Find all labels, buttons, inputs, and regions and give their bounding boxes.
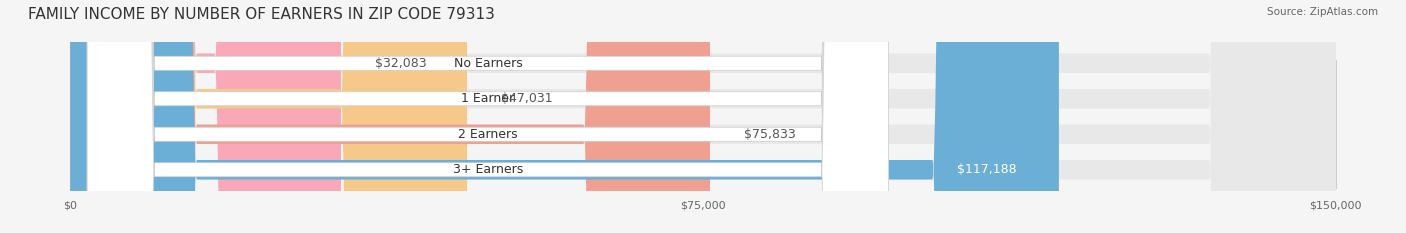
Text: 2 Earners: 2 Earners (458, 128, 517, 141)
Text: $75,833: $75,833 (744, 128, 796, 141)
Text: FAMILY INCOME BY NUMBER OF EARNERS IN ZIP CODE 79313: FAMILY INCOME BY NUMBER OF EARNERS IN ZI… (28, 7, 495, 22)
Text: $32,083: $32,083 (374, 57, 426, 70)
FancyBboxPatch shape (87, 0, 889, 233)
FancyBboxPatch shape (70, 0, 1336, 233)
FancyBboxPatch shape (70, 0, 1336, 233)
Text: No Earners: No Earners (454, 57, 522, 70)
FancyBboxPatch shape (70, 0, 340, 233)
FancyBboxPatch shape (87, 0, 889, 233)
Text: 1 Earner: 1 Earner (461, 92, 515, 105)
Text: $47,031: $47,031 (501, 92, 553, 105)
Text: Source: ZipAtlas.com: Source: ZipAtlas.com (1267, 7, 1378, 17)
FancyBboxPatch shape (70, 0, 1059, 233)
FancyBboxPatch shape (70, 0, 1336, 233)
FancyBboxPatch shape (70, 0, 467, 233)
Text: 3+ Earners: 3+ Earners (453, 163, 523, 176)
Text: $117,188: $117,188 (957, 163, 1017, 176)
FancyBboxPatch shape (87, 0, 889, 233)
FancyBboxPatch shape (70, 0, 710, 233)
FancyBboxPatch shape (70, 0, 1336, 233)
FancyBboxPatch shape (87, 0, 889, 233)
